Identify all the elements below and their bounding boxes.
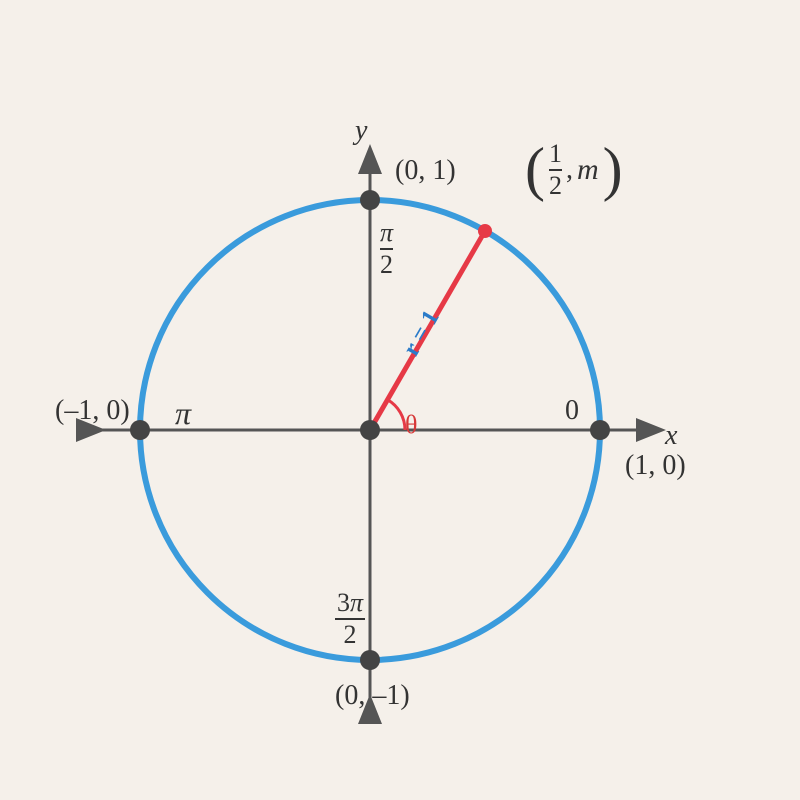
angle-left: π [175, 395, 191, 432]
unit-circle-diagram: y x (0, 1) (1, 0) (0, –1) (–1, 0) π 2 π … [0, 0, 800, 800]
angle-top: π 2 [380, 220, 393, 278]
point-top [360, 190, 380, 210]
coord-right: (1, 0) [625, 450, 686, 482]
radius-endpoint [478, 224, 492, 238]
point-left [130, 420, 150, 440]
point-origin [360, 420, 380, 440]
x-axis-label: x [665, 420, 677, 452]
terminal-point-label: ( 1 2 , m ) [525, 135, 623, 204]
point-bottom [360, 650, 380, 670]
angle-bottom: 3π 2 [335, 590, 365, 648]
theta-arc [388, 400, 406, 430]
point-right [590, 420, 610, 440]
theta-label: θ [405, 410, 417, 440]
terminal-num: 1 [549, 141, 562, 169]
angle-right: 0 [565, 395, 579, 427]
terminal-den: 2 [549, 169, 562, 199]
coord-bottom: (0, –1) [335, 680, 410, 712]
y-axis-label: y [355, 115, 367, 147]
terminal-y: m [577, 153, 599, 187]
coord-left: (–1, 0) [55, 395, 130, 427]
coord-top: (0, 1) [395, 155, 456, 187]
